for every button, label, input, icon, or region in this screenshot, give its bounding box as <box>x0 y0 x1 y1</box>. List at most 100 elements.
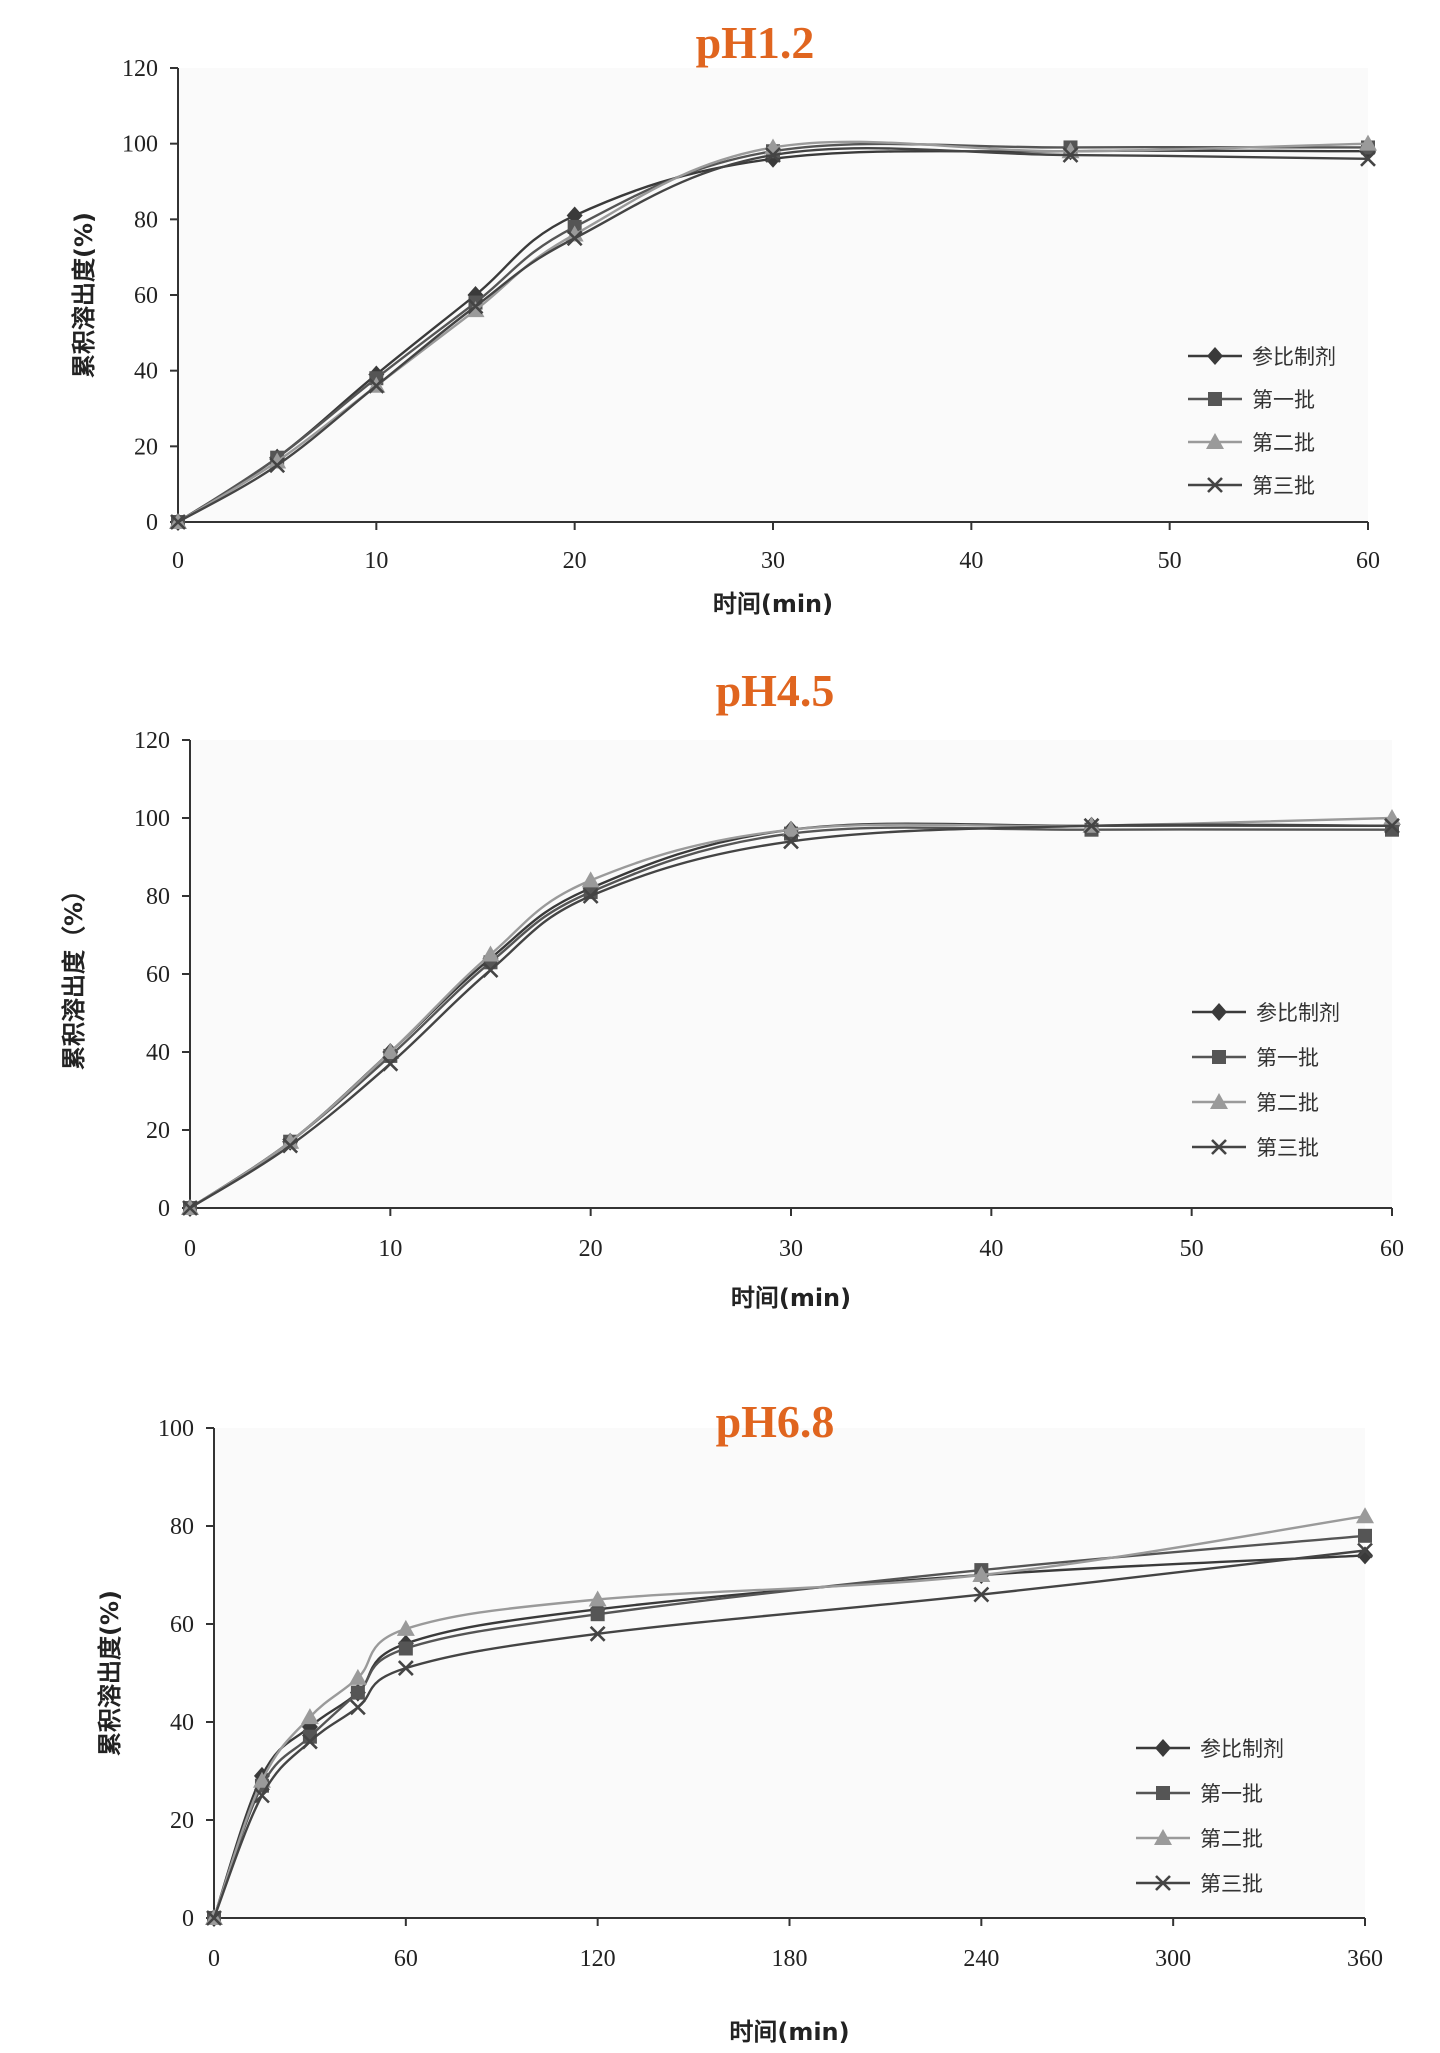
legend-marker <box>1154 1829 1172 1845</box>
data-point <box>589 1625 606 1642</box>
plot-area <box>178 68 1368 522</box>
data-point <box>566 230 583 247</box>
data-point <box>349 1699 366 1716</box>
x-tick-label: 0 <box>208 1946 220 1972</box>
legend-label: 第二批 <box>1256 1091 1319 1115</box>
y-tick-label: 20 <box>146 1118 170 1144</box>
x-tick-label: 0 <box>184 1236 196 1262</box>
x-tick-label: 120 <box>580 1946 616 1972</box>
x-tick-label: 10 <box>378 1236 402 1262</box>
data-point <box>300 1708 319 1725</box>
chart-svg: pH6.8 0 20 40 60 80 100 0 60 120 180 240 300 360 累积溶出度… <box>96 1396 1383 2046</box>
y-tick-label: 80 <box>146 884 170 910</box>
plot-area <box>214 1428 1365 1918</box>
x-axis-label: 时间(min) <box>731 1284 851 1312</box>
legend-marker <box>1156 1786 1170 1800</box>
y-tick-label: 100 <box>158 1416 194 1442</box>
legend-marker <box>1207 477 1223 493</box>
y-tick-label: 40 <box>146 1040 170 1066</box>
y-tick-label: 60 <box>146 962 170 988</box>
legend-label: 第三批 <box>1256 1136 1319 1160</box>
x-tick-label: 40 <box>979 1236 1003 1262</box>
chart-title: pH1.2 <box>696 17 815 68</box>
x-tick-label: 10 <box>364 548 388 574</box>
data-point <box>1062 147 1079 163</box>
data-point <box>582 888 599 904</box>
data-point <box>348 1668 367 1685</box>
data-point <box>1356 1507 1374 1524</box>
x-axis-label: 时间(min) <box>713 590 833 618</box>
legend-marker <box>1155 1739 1171 1757</box>
y-tick-label: 0 <box>158 1196 170 1222</box>
series-4 <box>206 1542 1373 1926</box>
data-point <box>782 820 800 837</box>
data-point <box>252 1771 271 1788</box>
legend-label: 参比制剂 <box>1252 345 1336 369</box>
series-line <box>212 1515 1366 1919</box>
data-point <box>1359 134 1377 151</box>
data-point <box>268 452 287 469</box>
data-point <box>1358 1528 1372 1543</box>
x-tick-label: 240 <box>963 1946 999 1972</box>
x-tick-label: 20 <box>579 1236 603 1262</box>
data-point <box>397 1660 414 1677</box>
data-point <box>302 1729 317 1744</box>
x-tick-label: 360 <box>1347 1946 1383 1972</box>
legend-label: 第二批 <box>1200 1827 1263 1851</box>
y-tick-label: 0 <box>146 510 158 536</box>
y-axis-label: 累积溶出度（%） <box>60 878 88 1070</box>
data-point <box>350 1685 365 1700</box>
data-point <box>368 377 385 394</box>
legend-label: 参比制剂 <box>1256 1001 1340 1025</box>
data-point <box>565 225 584 242</box>
data-point <box>581 871 600 888</box>
data-point <box>973 1586 990 1603</box>
legend-marker <box>1211 1003 1227 1021</box>
chart-title: pH4.5 <box>716 665 835 716</box>
y-tick-label: 0 <box>182 1906 194 1932</box>
data-point <box>972 1566 991 1582</box>
legend-label: 第二批 <box>1252 431 1315 455</box>
x-tick-label: 60 <box>1356 548 1380 574</box>
x-tick-label: 60 <box>1380 1236 1404 1262</box>
data-point <box>398 1641 413 1656</box>
x-tick-label: 50 <box>1180 1236 1204 1262</box>
legend-label: 第一批 <box>1252 388 1315 412</box>
data-point <box>269 457 286 474</box>
data-point <box>1083 817 1100 834</box>
data-point <box>282 1137 299 1154</box>
y-tick-label: 80 <box>170 1514 194 1540</box>
data-point <box>590 1607 605 1622</box>
x-tick-label: 40 <box>959 548 983 574</box>
x-tick-label: 60 <box>394 1946 418 1972</box>
y-tick-label: 40 <box>170 1710 194 1736</box>
data-point <box>482 962 499 979</box>
plot-area <box>190 740 1392 1208</box>
data-point <box>382 1055 399 1072</box>
data-point <box>1360 150 1376 167</box>
x-tick-label: 0 <box>172 548 184 574</box>
series-line <box>212 1549 1366 1919</box>
y-tick-label: 80 <box>134 207 158 233</box>
y-axis-label: 累积溶出度(%) <box>70 212 98 378</box>
legend-marker <box>1208 392 1222 406</box>
legend-marker <box>1207 347 1223 365</box>
data-point <box>182 1200 198 1216</box>
series-line <box>212 1554 1366 1919</box>
y-axis-label: 累积溶出度(%) <box>96 1590 124 1756</box>
legend-marker <box>1212 1050 1226 1064</box>
legend-marker <box>1155 1875 1171 1891</box>
x-tick-label: 20 <box>563 548 587 574</box>
data-point <box>170 514 186 530</box>
chart-svg: pH4.5 0 20 40 60 80 100 120 0 10 20 30 40 50 60 累积溶出度（%… <box>60 665 1404 1312</box>
legend-label: 第三批 <box>1252 474 1315 498</box>
x-tick-label: 30 <box>779 1236 803 1262</box>
y-tick-label: 20 <box>134 434 158 460</box>
chart-ph6-8: pH6.8 0 20 40 60 80 100 0 60 120 180 240 300 360 累积溶出度… <box>0 1370 1440 2053</box>
data-point <box>301 1733 318 1750</box>
data-point <box>254 1787 270 1804</box>
data-point <box>765 147 781 163</box>
